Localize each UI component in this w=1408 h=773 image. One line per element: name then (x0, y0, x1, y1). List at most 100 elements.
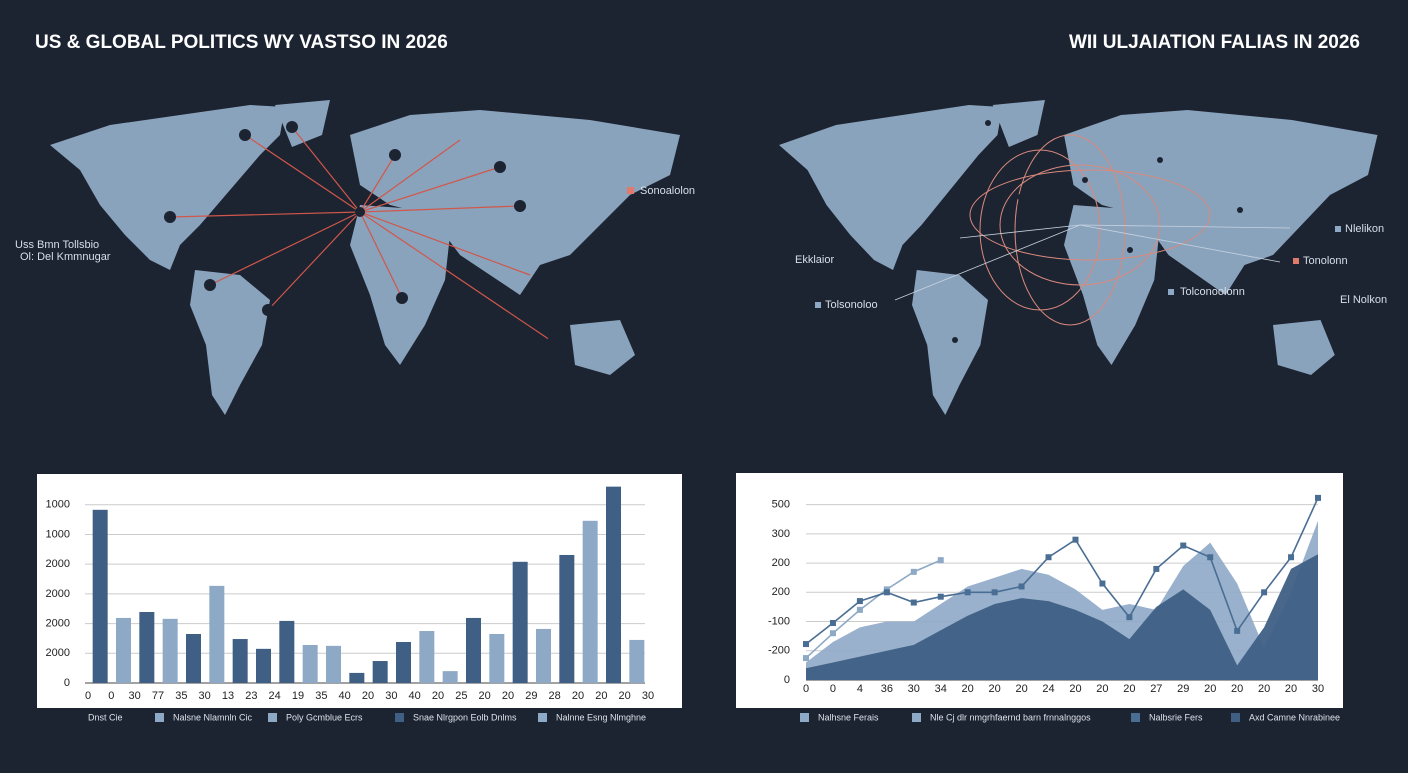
bar (442, 671, 458, 683)
map-label: Tolconoolonn (1180, 286, 1245, 298)
bar (372, 661, 388, 683)
x-tick-label: 20 (962, 683, 974, 695)
map-label: El Nolkon (1340, 294, 1387, 306)
x-tick-label: 20 (1258, 683, 1270, 695)
x-tick-label: 25 (455, 690, 467, 702)
x-tick-label: 30 (642, 690, 654, 702)
x-tick-label: 20 (1204, 683, 1216, 695)
bar (512, 561, 528, 683)
x-tick-label: 30 (908, 683, 920, 695)
left-map (50, 100, 680, 415)
point (1072, 536, 1079, 543)
y-tick-label: -100 (768, 615, 790, 627)
point (910, 599, 917, 606)
point (1126, 614, 1133, 621)
x-tick-label: 30 (1312, 683, 1324, 695)
bar (232, 639, 248, 683)
bar (466, 617, 481, 683)
y-tick-label: 0 (64, 677, 70, 689)
x-tick-label: 0 (85, 690, 91, 702)
point (1018, 583, 1025, 590)
x-tick-label: 29 (525, 690, 537, 702)
map-label: Ol: Del Kmmnugar (20, 251, 111, 263)
map-label: Tonolonn (1303, 255, 1348, 267)
bar (559, 554, 575, 683)
legend-label: Snae Nlrgpon Eolb Dnlms (413, 712, 517, 722)
x-tick-label: 20 (989, 683, 1001, 695)
legend-label: Nalnne Esng Nlmghne (556, 712, 646, 722)
line (805, 497, 1319, 645)
map-label: Sonoalolon (640, 185, 695, 197)
legend-swatch (395, 713, 404, 722)
x-tick-label: 34 (935, 683, 947, 695)
point (964, 589, 971, 596)
x-tick-label: 30 (385, 690, 397, 702)
y-tick-label: 500 (772, 499, 790, 511)
point (1234, 627, 1241, 634)
x-tick-label: 20 (1015, 683, 1027, 695)
bar (256, 648, 271, 683)
point (1099, 580, 1106, 587)
y-tick-label: 200 (772, 586, 790, 598)
right-title: WII ULJAIATION FALIAS IN 2026 (1069, 32, 1360, 53)
bar (326, 645, 341, 683)
legend-label: Nalhsne Ferais (818, 712, 879, 722)
x-tick-label: 28 (549, 690, 561, 702)
legend-label: Poly Gcmblue Ecrs (286, 712, 363, 722)
legend-swatch (800, 713, 809, 722)
x-tick-label: 40 (339, 690, 351, 702)
line (805, 559, 942, 659)
x-tick-label: 36 (881, 683, 893, 695)
point (803, 655, 809, 662)
bar (582, 520, 598, 683)
point (937, 557, 944, 564)
bar (279, 620, 295, 683)
point (991, 589, 998, 596)
area (806, 554, 1318, 680)
bar (116, 617, 131, 683)
y-tick-label: 2000 (46, 647, 70, 659)
y-tick-label: 2000 (46, 588, 70, 600)
x-tick-label: 23 (245, 690, 257, 702)
x-tick-label: 35 (175, 690, 187, 702)
x-tick-label: 20 (1069, 683, 1081, 695)
bar (396, 642, 411, 683)
bar (489, 633, 505, 683)
x-tick-label: 0 (803, 683, 809, 695)
legend-swatch (1131, 713, 1140, 722)
x-tick-label: 35 (315, 690, 327, 702)
x-tick-label: 13 (222, 690, 234, 702)
legend-label: Nalbsrie Fers (1149, 712, 1203, 722)
bar (92, 509, 108, 683)
point (937, 593, 944, 600)
x-tick-label: 20 (1231, 683, 1243, 695)
point (1180, 542, 1187, 549)
bar (302, 644, 318, 683)
x-tick-label: 20 (479, 690, 491, 702)
bar (186, 633, 201, 683)
x-tick-label: 20 (432, 690, 444, 702)
x-tick-label: 20 (1123, 683, 1135, 695)
x-tick-label: 19 (292, 690, 304, 702)
bar (209, 585, 225, 683)
y-tick-label: 2000 (46, 558, 70, 570)
y-tick-label: 0 (784, 674, 790, 686)
point (883, 589, 890, 596)
x-tick-label: 4 (857, 683, 863, 695)
legend-swatch (1231, 713, 1240, 722)
x-tick-label: 77 (152, 690, 164, 702)
x-tick-label: 20 (502, 690, 514, 702)
legend-swatch (538, 713, 547, 722)
legend-swatch (268, 713, 277, 722)
point (829, 620, 836, 626)
legend-swatch (912, 713, 921, 722)
legend-label: Nle Cj dlr nmgrhfaernd barn frnnalnggos (930, 712, 1091, 722)
x-tick-label: 20 (362, 690, 374, 702)
y-tick-label: 2000 (46, 617, 70, 629)
legend-label: Nalsne Nlamnln Cic (173, 712, 253, 722)
point (856, 598, 863, 605)
legend-label: Axd Camne Nnrabinee (1249, 712, 1340, 722)
x-tick-label: 24 (269, 690, 281, 702)
legend-label: Dnst Cie (88, 712, 123, 722)
